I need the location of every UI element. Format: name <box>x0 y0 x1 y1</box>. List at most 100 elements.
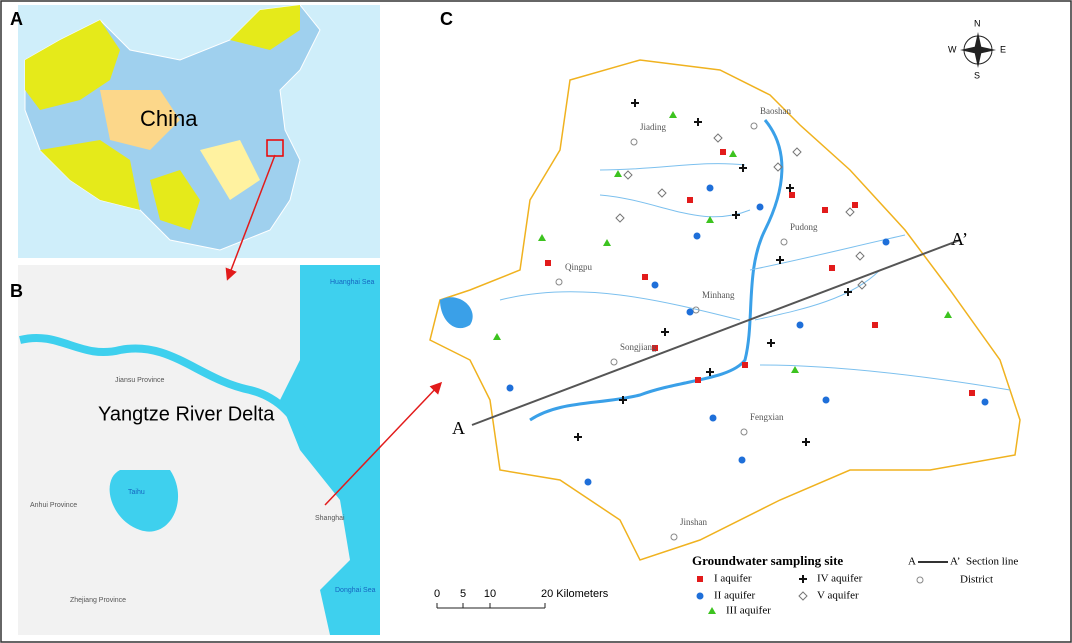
river <box>19 334 334 473</box>
site-iii <box>493 333 501 340</box>
district-marker <box>670 533 678 541</box>
site-iii <box>669 111 677 118</box>
site-iii <box>614 170 622 177</box>
site-iv <box>776 256 784 264</box>
province <box>100 90 180 150</box>
section-label: A’ <box>951 229 968 249</box>
panel-b: Yangtze River Delta <box>18 265 380 635</box>
label: A <box>908 556 916 568</box>
label: Fengxian <box>750 412 784 422</box>
label: Minhang <box>702 290 735 300</box>
huangpu-river <box>529 119 784 422</box>
site-iii <box>706 216 714 223</box>
label: Pudong <box>790 222 818 232</box>
site-v <box>792 147 802 157</box>
sea <box>280 265 380 635</box>
section-label: A <box>452 418 465 438</box>
site-iv <box>844 288 852 296</box>
label: Groundwater sampling site <box>692 553 843 568</box>
site-ii <box>584 478 592 486</box>
site-i <box>545 260 551 266</box>
district-marker <box>630 138 638 146</box>
site-v <box>623 170 633 180</box>
site-i <box>642 274 648 280</box>
site-iv <box>802 438 810 446</box>
label: Anhui Province <box>30 502 77 509</box>
label: III aquifer <box>726 605 771 617</box>
site-v <box>657 188 667 198</box>
province <box>40 140 140 210</box>
site-ii <box>709 414 717 422</box>
label: Jiading <box>640 122 666 132</box>
site-v <box>845 207 855 217</box>
district-marker <box>750 122 758 130</box>
site-ii <box>981 398 989 406</box>
label: S <box>974 70 980 80</box>
label: IV aquifer <box>817 573 863 585</box>
province <box>230 5 300 50</box>
site-ii <box>506 384 514 392</box>
site-ii <box>693 232 701 240</box>
site-iv <box>661 328 669 336</box>
site-iv <box>799 575 807 583</box>
label: 20 Kilometers <box>541 588 609 600</box>
label: 5 <box>460 588 466 600</box>
label: W <box>948 44 957 54</box>
site-i <box>822 207 828 213</box>
site-iii <box>538 234 546 241</box>
site-i <box>852 202 858 208</box>
label: A’ <box>950 556 960 568</box>
label: I aquifer <box>714 573 752 585</box>
label: B <box>10 281 23 301</box>
label: Section line <box>966 556 1018 568</box>
region-label: Yangtze River Delta <box>98 403 275 425</box>
province <box>200 140 260 200</box>
site-iv <box>732 211 740 219</box>
site-i <box>697 576 703 582</box>
site-iv <box>739 164 747 172</box>
waterway <box>499 163 1011 391</box>
site-v <box>855 251 865 261</box>
district-marker <box>780 238 788 246</box>
province <box>25 20 120 110</box>
lake <box>109 470 179 532</box>
site-ii <box>686 308 694 316</box>
panel-a: China <box>18 4 380 258</box>
label: 0 <box>434 588 440 600</box>
site-ii <box>822 396 830 404</box>
label: V aquifer <box>817 590 859 602</box>
site-iv <box>786 184 794 192</box>
site-ii <box>696 592 704 600</box>
label: Jiansu Province <box>115 377 165 384</box>
legend-district <box>916 576 924 584</box>
site-i <box>789 192 795 198</box>
district-marker <box>610 358 618 366</box>
site-ii <box>706 184 714 192</box>
site-iii <box>708 607 716 614</box>
label: 10 <box>484 588 496 600</box>
label: Qingpu <box>565 262 593 272</box>
label: Zhejiang Province <box>70 597 126 604</box>
site-iii <box>729 150 737 157</box>
site-i <box>829 265 835 271</box>
label: C <box>440 9 453 29</box>
label: E <box>1000 44 1006 54</box>
district-marker <box>555 278 563 286</box>
arrow <box>225 154 276 281</box>
label: II aquifer <box>714 590 756 602</box>
site-iv <box>767 339 775 347</box>
label: A <box>10 9 23 29</box>
site-v <box>773 162 783 172</box>
compass-needle <box>960 32 996 68</box>
site-v <box>857 280 867 290</box>
site-i <box>695 377 701 383</box>
sampling-sites <box>493 99 989 614</box>
section-line <box>471 239 961 426</box>
shanghai-boundary <box>429 59 1021 561</box>
label: Huanghai Sea <box>330 279 374 286</box>
label: Shanghai <box>315 515 345 522</box>
site-ii <box>756 203 764 211</box>
panel-c: A’ A <box>429 32 1021 614</box>
site-iv <box>694 118 702 126</box>
